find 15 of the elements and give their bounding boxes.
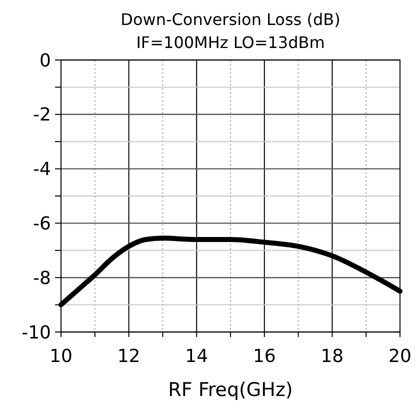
y-tick-label: -6	[33, 214, 51, 234]
x-tick-label: 14	[185, 346, 208, 367]
y-tick-label: -2	[33, 104, 51, 126]
chart-subtitle: IF=100MHz LO=13dBm	[136, 33, 325, 52]
y-tick-label: -10	[22, 322, 51, 344]
x-tick-label: 12	[117, 346, 140, 367]
y-tick-label: -8	[33, 268, 51, 289]
x-tick-label: 20	[388, 346, 412, 367]
y-tick-label: 0	[40, 50, 51, 72]
x-axis-title: RF Freq(GHz)	[168, 379, 293, 401]
x-tick-label: 16	[252, 346, 276, 367]
x-tick-label: 10	[50, 346, 72, 367]
x-tick-label: 18	[320, 346, 344, 367]
chart-title: Down-Conversion Loss (dB)	[120, 10, 340, 29]
y-tick-label: -4	[33, 159, 51, 180]
